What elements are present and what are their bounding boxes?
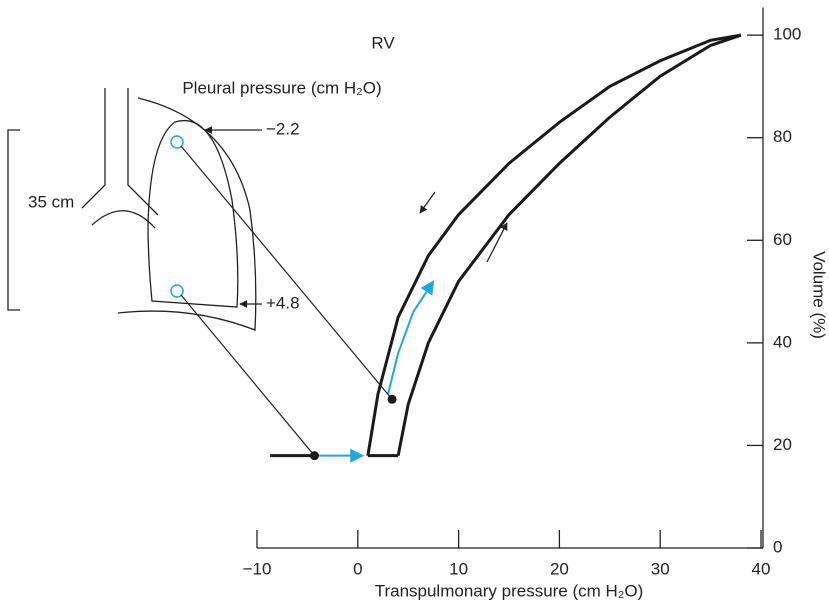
connector xyxy=(180,294,315,457)
x-tick-label: 10 xyxy=(449,559,468,578)
annotation: −2.2 xyxy=(266,119,300,138)
y-tick-label: 80 xyxy=(773,127,792,146)
x-tick-label: 20 xyxy=(550,559,569,578)
annotation: Pleural pressure (cm H₂O) xyxy=(182,78,381,97)
annotation: +4.8 xyxy=(266,293,300,312)
curve xyxy=(396,33,742,456)
lung-diagram xyxy=(7,88,508,331)
x-tick-label: 30 xyxy=(651,559,670,578)
point xyxy=(387,394,397,404)
y-tick-label: 40 xyxy=(773,332,792,351)
curve xyxy=(366,33,742,456)
connector xyxy=(180,145,393,400)
x-tick-label: 0 xyxy=(353,559,362,578)
point xyxy=(309,451,319,461)
x-axis-label: Transpulmonary pressure (cm H₂O) xyxy=(375,581,644,600)
annotation: 35 cm xyxy=(28,192,74,211)
y-tick-label: 100 xyxy=(773,25,801,44)
y-tick-label: 0 xyxy=(773,537,782,556)
curve xyxy=(387,280,435,395)
x-tick-label: 40 xyxy=(752,559,771,578)
y-axis-label: Volume (%) xyxy=(810,251,829,339)
y-tick-label: 20 xyxy=(773,435,792,454)
chart-title: RV xyxy=(371,33,395,52)
x-tick-label: −10 xyxy=(243,559,272,578)
y-tick-label: 60 xyxy=(773,230,792,249)
